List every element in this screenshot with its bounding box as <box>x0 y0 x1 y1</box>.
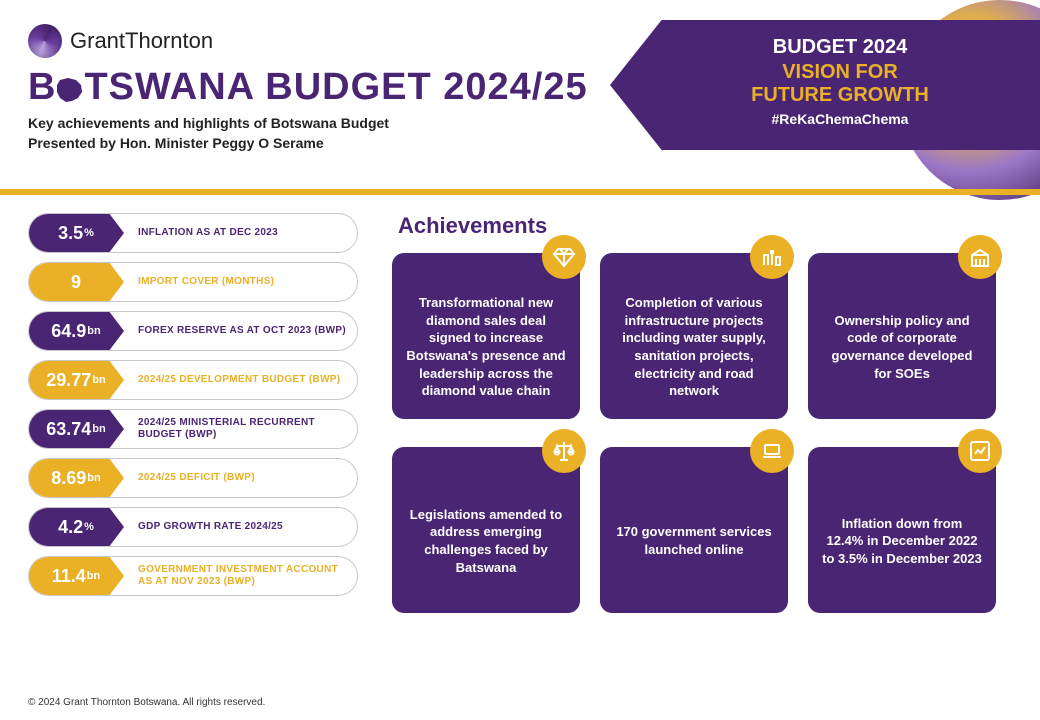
stat-value: 64.9 <box>51 321 86 342</box>
stat-value: 11.4 <box>52 566 86 587</box>
stat-label: IMPORT COVER (MONTHS) <box>124 276 357 289</box>
banner-line1: BUDGET 2024 <box>670 36 1010 59</box>
stat-unit: % <box>84 521 94 533</box>
stat-unit: bn <box>87 472 100 484</box>
stat-tag: 4.2% <box>28 508 124 546</box>
grant-thornton-logo-icon <box>28 24 62 58</box>
stat-value: 4.2 <box>58 517 83 538</box>
stats-column: 3.5%INFLATION AS AT DEC 20239IMPORT COVE… <box>28 213 358 613</box>
achievement-card: Inflation down from 12.4% in December 20… <box>808 447 996 613</box>
achievements-grid: Transformational new diamond sales deal … <box>392 253 1020 613</box>
stat-unit: bn <box>87 325 100 337</box>
stat-tag: 8.69bn <box>28 459 124 497</box>
stat-label: GOVERNMENT INVESTMENT ACCOUNT AS AT NOV … <box>124 564 357 589</box>
stat-pill: 63.74bn2024/25 MINISTERIAL RECURRENT BUD… <box>28 409 358 449</box>
botswana-map-icon <box>54 73 86 101</box>
achievement-text: Inflation down from 12.4% in December 20… <box>822 515 982 568</box>
banner-vision: VISION FOR FUTURE GROWTH <box>670 61 1010 107</box>
achievement-text: Completion of various infrastructure pro… <box>614 294 774 399</box>
stat-pill: 64.9bnFOREX RESERVE AS AT OCT 2023 (BWP) <box>28 311 358 351</box>
stat-label: FOREX RESERVE AS AT OCT 2023 (BWP) <box>124 325 357 338</box>
diamond-icon <box>542 235 586 279</box>
achievement-card: 170 government services launched online <box>600 447 788 613</box>
stat-pill: 3.5%INFLATION AS AT DEC 2023 <box>28 213 358 253</box>
stat-unit: % <box>84 227 94 239</box>
stat-pill: 8.69bn2024/25 DEFICIT (BWP) <box>28 458 358 498</box>
stat-label: 2024/25 DEFICIT (BWP) <box>124 472 357 485</box>
stat-unit: bn <box>92 374 105 386</box>
stat-unit: bn <box>87 570 100 582</box>
stat-value: 29.77 <box>46 370 91 391</box>
achievement-card: Legislations amended to address emerging… <box>392 447 580 613</box>
stat-tag: 9 <box>28 263 124 301</box>
brand-name: GrantThornton <box>70 28 213 54</box>
title-suffix: TSWANA BUDGET 2024/25 <box>84 66 587 108</box>
achievements-section: Achievements Transformational new diamon… <box>392 213 1040 613</box>
stat-value: 63.74 <box>46 419 91 440</box>
stat-pill: 11.4bnGOVERNMENT INVESTMENT ACCOUNT AS A… <box>28 556 358 596</box>
infrastructure-icon <box>750 235 794 279</box>
achievement-text: 170 government services launched online <box>614 523 774 558</box>
header: GrantThornton BTSWANA BUDGET 2024/25 Key… <box>0 0 1040 195</box>
stat-value: 8.69 <box>51 468 86 489</box>
stat-tag: 3.5% <box>28 214 124 252</box>
stat-pill: 9 IMPORT COVER (MONTHS) <box>28 262 358 302</box>
achievements-title: Achievements <box>398 213 1020 239</box>
stat-value: 9 <box>71 272 81 293</box>
achievement-card: Ownership policy and code of corporate g… <box>808 253 996 419</box>
achievement-text: Ownership policy and code of corporate g… <box>822 312 982 382</box>
scales-icon <box>542 429 586 473</box>
achievement-card: Completion of various infrastructure pro… <box>600 253 788 419</box>
laptop-icon <box>750 429 794 473</box>
stat-value: 3.5 <box>58 223 83 244</box>
stat-tag: 64.9bn <box>28 312 124 350</box>
chart-icon <box>958 429 1002 473</box>
stat-label: GDP GROWTH RATE 2024/25 <box>124 521 357 534</box>
stat-label: 2024/25 MINISTERIAL RECURRENT BUDGET (BW… <box>124 417 357 442</box>
title-prefix: B <box>28 66 56 108</box>
achievement-card: Transformational new diamond sales deal … <box>392 253 580 419</box>
stat-unit: bn <box>92 423 105 435</box>
stat-pill: 29.77bn2024/25 DEVELOPMENT BUDGET (BWP) <box>28 360 358 400</box>
footer-copyright: © 2024 Grant Thornton Botswana. All righ… <box>28 697 265 708</box>
achievement-text: Legislations amended to address emerging… <box>406 506 566 576</box>
stat-label: 2024/25 DEVELOPMENT BUDGET (BWP) <box>124 374 357 387</box>
budget-banner: BUDGET 2024 VISION FOR FUTURE GROWTH #Re… <box>610 20 1040 150</box>
stat-tag: 63.74bn <box>28 410 124 448</box>
header-divider <box>0 189 1040 195</box>
body: 3.5%INFLATION AS AT DEC 20239IMPORT COVE… <box>0 195 1040 613</box>
banner-hashtag: #ReKaChemaChema <box>670 111 1010 127</box>
achievement-text: Transformational new diamond sales deal … <box>406 294 566 399</box>
stat-label: INFLATION AS AT DEC 2023 <box>124 227 357 240</box>
building-icon <box>958 235 1002 279</box>
stat-pill: 4.2%GDP GROWTH RATE 2024/25 <box>28 507 358 547</box>
stat-tag: 29.77bn <box>28 361 124 399</box>
stat-tag: 11.4bn <box>28 557 124 595</box>
